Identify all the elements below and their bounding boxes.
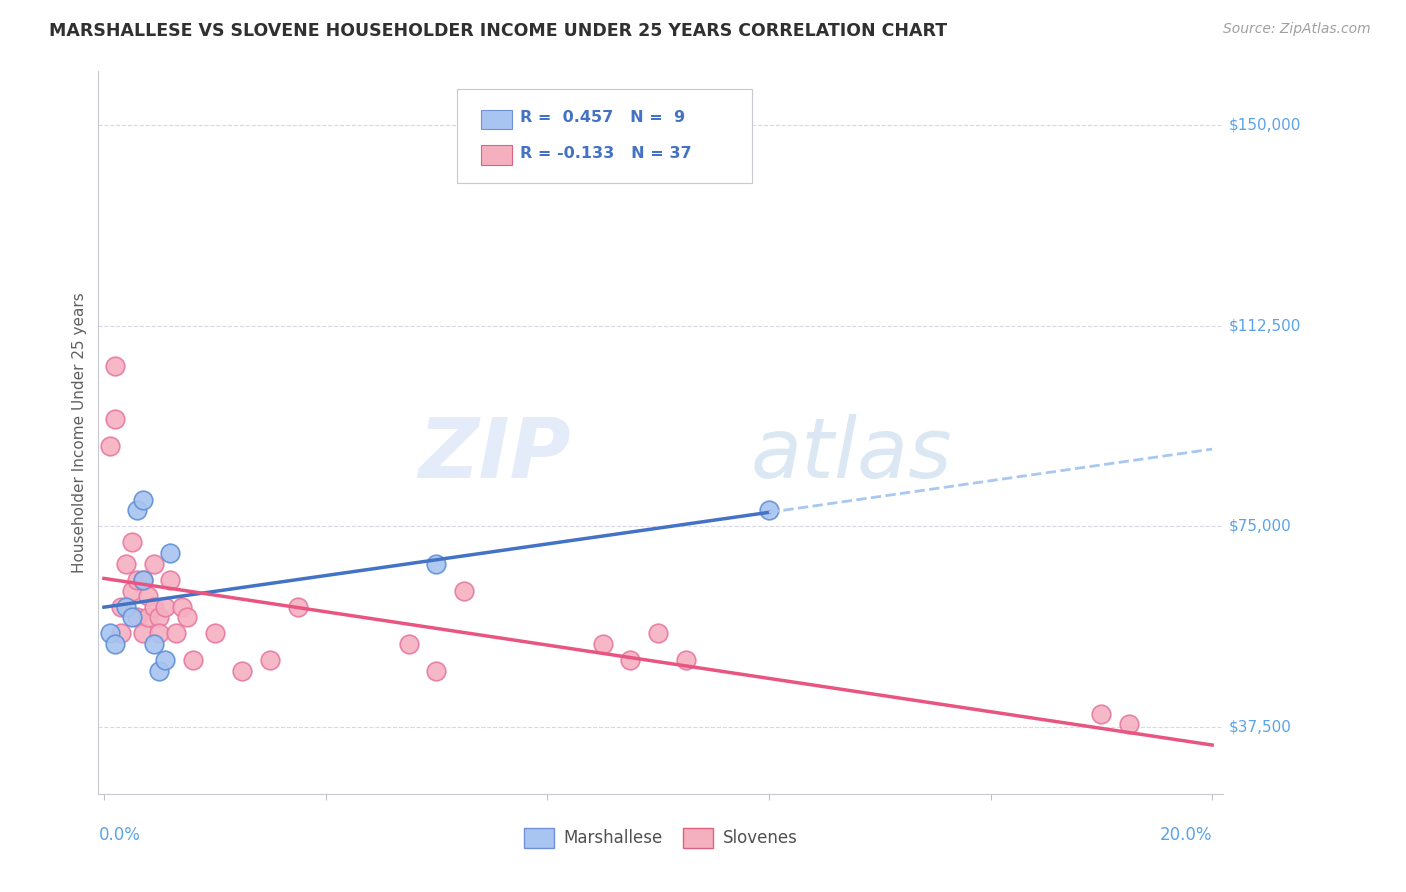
- Point: [104, 637, 127, 651]
- Point: [176, 610, 198, 624]
- Point: [136, 610, 159, 624]
- Text: Source: ZipAtlas.com: Source: ZipAtlas.com: [1223, 22, 1371, 37]
- Point: [127, 610, 149, 624]
- Point: [136, 589, 159, 603]
- Point: [148, 610, 170, 624]
- Text: 20.0%: 20.0%: [1160, 826, 1212, 844]
- Point: [204, 626, 226, 640]
- Point: [619, 653, 641, 667]
- Point: [142, 599, 165, 614]
- Point: [259, 653, 281, 667]
- Point: [148, 626, 170, 640]
- Point: [142, 637, 165, 651]
- Text: 0.0%: 0.0%: [98, 826, 141, 844]
- Point: [148, 664, 170, 678]
- Point: [181, 653, 204, 667]
- Text: R = -0.133   N = 37: R = -0.133 N = 37: [520, 146, 692, 161]
- Point: [98, 439, 121, 453]
- Point: [398, 637, 420, 651]
- Point: [758, 503, 780, 517]
- Point: [127, 573, 149, 587]
- Point: [142, 557, 165, 571]
- Point: [115, 557, 138, 571]
- Point: [165, 626, 187, 640]
- Point: [104, 359, 127, 373]
- Point: [98, 626, 121, 640]
- Point: [153, 599, 176, 614]
- Point: [231, 664, 253, 678]
- Text: $112,500: $112,500: [1229, 318, 1301, 333]
- Point: [153, 653, 176, 667]
- Point: [592, 637, 614, 651]
- Legend: Marshallese, Slovenes: Marshallese, Slovenes: [517, 822, 804, 855]
- Point: [425, 664, 447, 678]
- Point: [132, 573, 155, 587]
- Point: [647, 626, 669, 640]
- Point: [132, 573, 155, 587]
- Text: $150,000: $150,000: [1229, 118, 1301, 132]
- Point: [104, 412, 127, 426]
- Point: [121, 535, 143, 549]
- Text: atlas: atlas: [751, 414, 952, 495]
- Point: [159, 573, 181, 587]
- Point: [115, 599, 138, 614]
- Point: [110, 599, 132, 614]
- Point: [121, 610, 143, 624]
- Y-axis label: Householder Income Under 25 years: Householder Income Under 25 years: [72, 293, 87, 573]
- Point: [127, 503, 149, 517]
- Point: [1090, 706, 1112, 721]
- Point: [453, 583, 475, 598]
- Point: [159, 546, 181, 560]
- Point: [170, 599, 193, 614]
- Point: [110, 626, 132, 640]
- Point: [132, 492, 155, 507]
- Point: [121, 583, 143, 598]
- Point: [132, 626, 155, 640]
- Text: R =  0.457   N =  9: R = 0.457 N = 9: [520, 111, 685, 125]
- Point: [1118, 717, 1140, 731]
- Point: [425, 557, 447, 571]
- Point: [675, 653, 697, 667]
- Text: ZIP: ZIP: [418, 414, 571, 495]
- Text: MARSHALLESE VS SLOVENE HOUSEHOLDER INCOME UNDER 25 YEARS CORRELATION CHART: MARSHALLESE VS SLOVENE HOUSEHOLDER INCOM…: [49, 22, 948, 40]
- Point: [287, 599, 309, 614]
- Text: $75,000: $75,000: [1229, 519, 1292, 533]
- Text: $37,500: $37,500: [1229, 720, 1292, 734]
